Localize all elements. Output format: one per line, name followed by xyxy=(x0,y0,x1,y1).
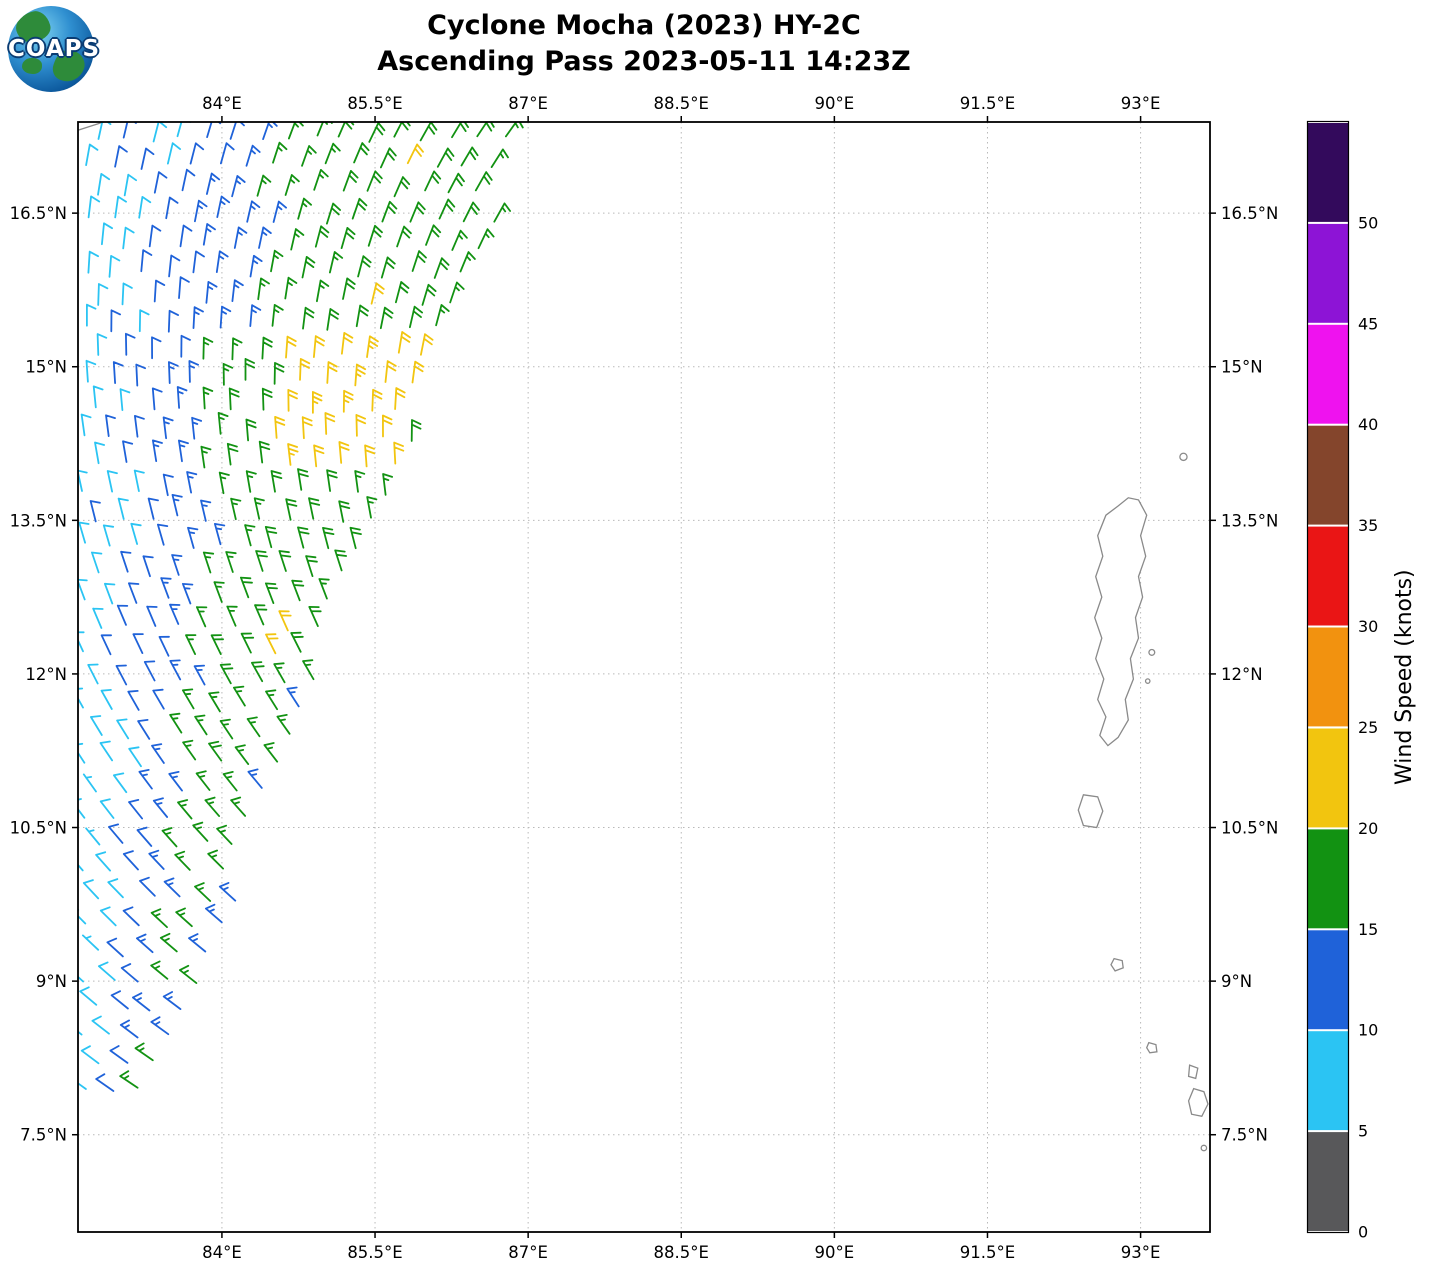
colorbar xyxy=(1306,120,1350,1234)
grid-lines xyxy=(78,122,1210,1232)
y-tick-label-right: 15°N xyxy=(1221,358,1263,377)
colorbar-tick-label: 45 xyxy=(1358,314,1378,333)
y-tick-label-left: 12°N xyxy=(25,665,67,684)
andaman-islands-coastline xyxy=(1094,497,1148,747)
colorbar-segment xyxy=(1308,829,1348,929)
y-tick-label-right: 7.5°N xyxy=(1221,1126,1268,1145)
coaps-logo: COAPS xyxy=(8,6,101,92)
x-tick-label-bottom: 88.5°E xyxy=(654,1243,709,1262)
islet-east-1 xyxy=(1148,648,1156,656)
colorbar-tick-labels: 0 5 10 15 20 25 30 35 40 45 50 xyxy=(1358,213,1378,1241)
x-tick-label-top: 87°E xyxy=(508,94,548,113)
y-tick-label-left: 9°N xyxy=(36,972,67,991)
x-tick-label-bottom: 85.5°E xyxy=(347,1243,402,1262)
colorbar-segment xyxy=(1308,728,1348,828)
islet-east-2 xyxy=(1144,678,1151,684)
colorbar-segment xyxy=(1308,1031,1348,1131)
x-tick-label-top: 93°E xyxy=(1121,94,1161,113)
logo-text: COAPS xyxy=(8,36,101,62)
y-tick-label-right: 9°N xyxy=(1221,972,1252,991)
colorbar-segment xyxy=(1308,930,1348,1030)
y-tick-label-right: 10.5°N xyxy=(1221,819,1278,838)
y-tick-label-left: 13.5°N xyxy=(10,511,67,530)
colorbar-border xyxy=(1306,120,1350,1234)
colorbar-segment xyxy=(1308,1132,1348,1231)
y-tick-label-right: 13.5°N xyxy=(1221,511,1278,530)
colorbar-tick-label: 10 xyxy=(1358,1021,1378,1040)
globe-land-shape xyxy=(22,58,42,74)
colorbar-tick-label: 35 xyxy=(1358,516,1378,535)
y-tick-label-right: 16.5°N xyxy=(1221,204,1278,223)
y-tick-label-left: 10.5°N xyxy=(10,819,67,838)
colorbar-segment xyxy=(1308,123,1348,222)
colorbar-tick-label: 5 xyxy=(1358,1122,1368,1141)
colorbar-tick-label: 20 xyxy=(1358,819,1378,838)
y-tick-label-left: 16.5°N xyxy=(10,204,67,223)
colorbar-segment xyxy=(1308,627,1348,727)
coastlines xyxy=(78,122,1209,1152)
x-tick-label-bottom: 93°E xyxy=(1121,1243,1161,1262)
y-tick-label-left: 15°N xyxy=(25,358,67,377)
title-line1: Cyclone Mocha (2023) HY-2C xyxy=(427,10,861,41)
x-tick-label-bottom: 91.5°E xyxy=(960,1243,1015,1262)
title-line2: Ascending Pass 2023-05-11 14:23Z xyxy=(377,46,911,78)
chart-title: Cyclone Mocha (2023) HY-2C Ascending Pas… xyxy=(78,8,1210,81)
wind-barb-group xyxy=(78,122,192,1090)
wind-barb-group xyxy=(119,122,524,1089)
axis-ticks xyxy=(72,116,1216,1238)
x-tick-label-top: 88.5°E xyxy=(654,94,709,113)
colorbar-segment xyxy=(1308,223,1348,323)
plot-border xyxy=(77,121,1211,1233)
y-tick-label-right: 12°N xyxy=(1221,665,1263,684)
colorbar-tick-label: 0 xyxy=(1358,1223,1368,1242)
wind-barb-group xyxy=(89,122,300,1092)
x-tick-label-top: 85.5°E xyxy=(347,94,402,113)
globe-icon xyxy=(8,6,94,92)
x-tick-label-top: 91.5°E xyxy=(960,94,1015,113)
colorbar-segment xyxy=(1308,324,1348,424)
car-nicobar-coastline xyxy=(1110,957,1124,972)
x-tick-label-bottom: 87°E xyxy=(508,1243,548,1262)
colorbar-segment xyxy=(1308,526,1348,626)
y-tick-label-left: 7.5°N xyxy=(20,1126,67,1145)
colorbar-axis-label: Wind Speed (knots) xyxy=(1392,569,1417,785)
great-nicobar-coastline xyxy=(1187,1087,1209,1118)
barren-island xyxy=(1179,452,1188,462)
little-andaman-coastline xyxy=(1077,794,1104,829)
x-tick-label-bottom: 90°E xyxy=(815,1243,855,1262)
colorbar-segment xyxy=(1308,425,1348,525)
colorbar-tick-label: 30 xyxy=(1358,617,1378,636)
colorbar-tick-label: 50 xyxy=(1358,213,1378,232)
india-coast-corner xyxy=(78,122,106,131)
x-tick-label-top: 84°E xyxy=(202,94,242,113)
axis-labels: 84°E 84°E 85.5°E 85.5°E 87°E 87°E 88.5°E 88.5°E… xyxy=(10,94,1279,1262)
wind-barbs xyxy=(78,122,524,1092)
x-tick-label-bottom: 84°E xyxy=(202,1243,242,1262)
wind-barb-group xyxy=(265,143,434,655)
islet-south xyxy=(1200,1144,1208,1152)
colorbar-tick-label: 15 xyxy=(1358,920,1378,939)
x-tick-label-top: 90°E xyxy=(815,94,855,113)
colorbar-tick-label: 25 xyxy=(1358,718,1378,737)
nicobar-north-coastline xyxy=(1145,1041,1158,1054)
colorbar-tick-label: 40 xyxy=(1358,415,1378,434)
nicobar-central-coastline xyxy=(1187,1064,1199,1080)
